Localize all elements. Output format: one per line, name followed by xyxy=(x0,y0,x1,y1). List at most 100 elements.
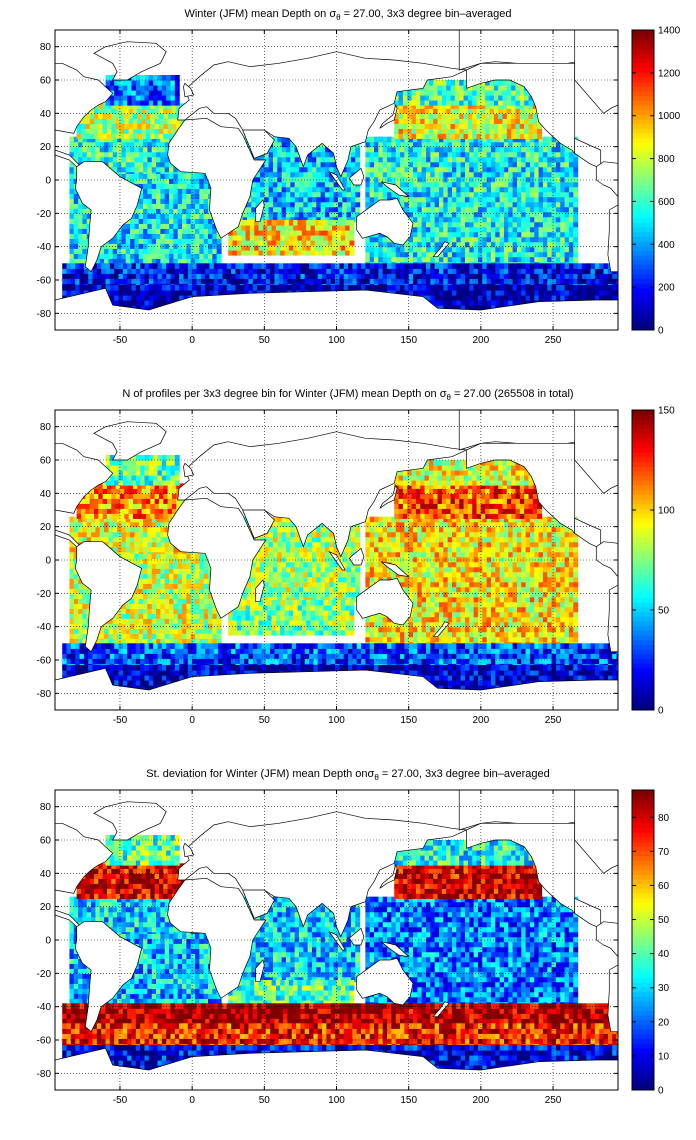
heatmap-cell xyxy=(426,161,431,168)
heatmap-cell xyxy=(473,241,479,248)
heatmap-cell xyxy=(154,118,160,124)
heatmap-cell xyxy=(408,216,414,223)
heatmap-cell xyxy=(190,188,196,194)
heatmap-cell xyxy=(402,95,408,101)
heatmap-cell xyxy=(473,295,479,301)
heatmap-cell xyxy=(141,128,147,134)
heatmap-cell xyxy=(186,258,192,264)
heatmap-cell xyxy=(394,95,400,101)
heatmap-cell xyxy=(443,305,449,311)
heatmap-cell xyxy=(75,263,81,269)
heatmap-cell xyxy=(297,225,303,231)
heatmap-cell xyxy=(329,211,335,218)
heatmap-cell xyxy=(125,253,131,259)
heatmap-cell xyxy=(69,228,75,234)
heatmap-cell xyxy=(323,245,329,251)
heatmap-cell xyxy=(339,285,345,291)
heatmap-cell xyxy=(112,258,118,264)
heatmap-cell xyxy=(508,236,514,243)
heatmap-cell xyxy=(118,290,124,296)
heatmap-cell xyxy=(291,278,297,284)
heatmap-cell xyxy=(307,216,313,223)
heatmap-cell xyxy=(417,161,423,168)
heatmap-cell xyxy=(203,213,209,219)
heatmap-cell xyxy=(173,188,179,194)
heatmap-cell xyxy=(451,141,457,148)
heatmap-cell xyxy=(512,166,518,173)
heatmap-cell xyxy=(108,161,114,168)
heatmap-cell xyxy=(105,100,111,106)
heatmap-cell xyxy=(480,100,486,106)
heatmap-cell xyxy=(70,278,76,284)
heatmap-cell xyxy=(382,268,388,274)
heatmap-cell xyxy=(208,248,213,254)
heatmap-cell xyxy=(525,156,531,163)
heatmap-cell xyxy=(167,103,173,109)
heatmap-cell xyxy=(262,245,268,251)
heatmap-cell xyxy=(434,201,440,208)
heatmap-cell xyxy=(472,95,478,101)
heatmap-cell xyxy=(441,90,447,96)
heatmap-cell xyxy=(109,85,115,91)
heatmap-cell xyxy=(463,128,469,134)
heatmap-cell xyxy=(141,113,147,119)
heatmap-cell xyxy=(140,95,146,101)
heatmap-cell xyxy=(456,305,462,311)
heatmap-cell xyxy=(337,216,343,223)
heatmap-cell xyxy=(469,156,475,163)
heatmap-cell xyxy=(378,268,384,274)
heatmap-cell xyxy=(469,216,475,223)
heatmap-cell xyxy=(555,231,561,238)
heatmap-cell xyxy=(382,151,388,158)
heatmap-cell xyxy=(69,253,75,259)
heatmap-cell xyxy=(99,136,105,143)
heatmap-cell xyxy=(195,228,200,234)
heatmap-cell xyxy=(259,166,265,173)
heatmap-cell xyxy=(285,211,291,218)
colorbar-segment xyxy=(632,283,654,289)
heatmap-cell xyxy=(508,231,514,238)
heatmap-cell xyxy=(486,161,492,168)
heatmap-cell xyxy=(460,211,466,218)
heatmap-cell xyxy=(147,166,153,173)
heatmap-cell xyxy=(420,103,426,109)
heatmap-cell xyxy=(551,211,557,218)
heatmap-cell xyxy=(463,90,469,96)
heatmap-cell xyxy=(271,235,277,241)
heatmap-cell xyxy=(460,181,466,188)
heatmap-cell xyxy=(169,203,174,209)
heatmap-cell xyxy=(192,268,198,274)
heatmap-cell xyxy=(460,263,466,269)
heatmap-cell xyxy=(356,268,362,274)
heatmap-cell xyxy=(516,278,522,284)
heatmap-cell xyxy=(144,95,150,101)
heatmap-cell xyxy=(205,285,211,291)
heatmap-cell xyxy=(473,136,479,143)
heatmap-cell xyxy=(560,201,566,208)
heatmap-cell xyxy=(327,245,333,251)
heatmap-cell xyxy=(195,238,200,244)
heatmap-cell xyxy=(150,103,156,109)
heatmap-cell xyxy=(464,300,470,306)
heatmap-cell xyxy=(472,108,478,114)
heatmap-cell xyxy=(503,290,509,296)
heatmap-cell xyxy=(555,278,561,284)
heatmap-cell xyxy=(143,258,148,264)
heatmap-cell xyxy=(451,216,457,223)
heatmap-cell xyxy=(594,263,600,269)
heatmap-cell xyxy=(547,191,553,198)
heatmap-cell xyxy=(329,156,335,163)
heatmap-cell xyxy=(343,268,349,274)
heatmap-cell xyxy=(408,156,414,163)
heatmap-cell xyxy=(485,100,491,106)
heatmap-cell xyxy=(564,263,570,269)
heatmap-cell xyxy=(438,241,444,248)
heatmap-cell xyxy=(151,223,157,229)
heatmap-cell xyxy=(482,166,488,173)
heatmap-cell xyxy=(112,156,118,163)
heatmap-cell xyxy=(361,278,366,284)
heatmap-cell xyxy=(160,173,166,179)
heatmap-cell xyxy=(114,273,120,279)
colorbar-segment xyxy=(632,325,654,331)
heatmap-cell xyxy=(529,231,535,238)
